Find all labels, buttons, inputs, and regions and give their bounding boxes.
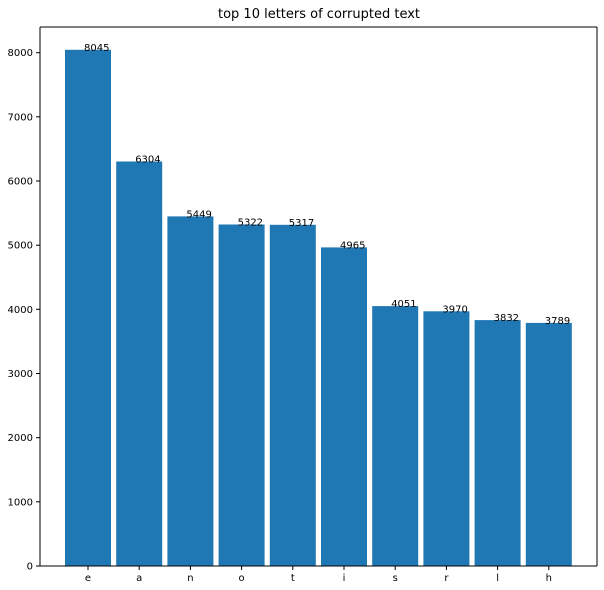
bar-o <box>218 224 265 566</box>
data-label-r: 3970 <box>442 304 467 315</box>
data-label-o: 5322 <box>238 218 263 229</box>
y-tick-label-1000: 1000 <box>8 497 33 508</box>
x-tick-label-r: r <box>444 573 449 584</box>
x-tick-label-e: e <box>85 573 91 584</box>
y-tick-label-4000: 4000 <box>8 305 33 316</box>
bar-l <box>474 320 521 566</box>
x-tick-label-h: h <box>546 573 552 584</box>
y-tick-label-5000: 5000 <box>8 241 33 252</box>
data-label-a: 6304 <box>135 155 160 166</box>
x-tick-label-n: n <box>187 573 193 584</box>
y-tick-label-7000: 7000 <box>8 112 33 123</box>
bar-n <box>167 216 214 566</box>
bar-e <box>65 49 111 567</box>
bar-a <box>116 161 163 566</box>
data-label-h: 3789 <box>545 316 570 327</box>
bar-t <box>269 224 316 567</box>
data-label-e: 8045 <box>84 43 109 54</box>
bar-i <box>321 247 367 566</box>
data-label-s: 4051 <box>391 299 416 310</box>
bar-s <box>372 306 419 566</box>
x-tick-label-l: l <box>496 573 499 584</box>
y-tick-label-6000: 6000 <box>8 177 33 188</box>
y-tick-label-8000: 8000 <box>8 48 33 59</box>
data-label-i: 4965 <box>340 240 365 251</box>
chart-title: top 10 letters of corrupted text <box>218 7 420 22</box>
data-label-n: 5449 <box>186 209 211 220</box>
x-tick-label-s: s <box>393 573 398 584</box>
bar-h <box>525 322 572 566</box>
plot-area: 8045 6304 5449 5322 5317 4965 4051 3970 3832 3789… <box>8 26 598 584</box>
x-tick-label-i: i <box>343 573 346 584</box>
x-tick-label-o: o <box>239 573 245 584</box>
x-tick-label-t: t <box>291 573 295 584</box>
y-tick-label-3000: 3000 <box>8 369 33 380</box>
bar-r <box>423 311 470 566</box>
data-label-l: 3832 <box>494 313 519 324</box>
x-tick-label-a: a <box>136 573 142 584</box>
y-tick-label-2000: 2000 <box>8 433 33 444</box>
y-tick-label-0: 0 <box>27 562 33 573</box>
data-label-t: 5317 <box>289 218 314 229</box>
